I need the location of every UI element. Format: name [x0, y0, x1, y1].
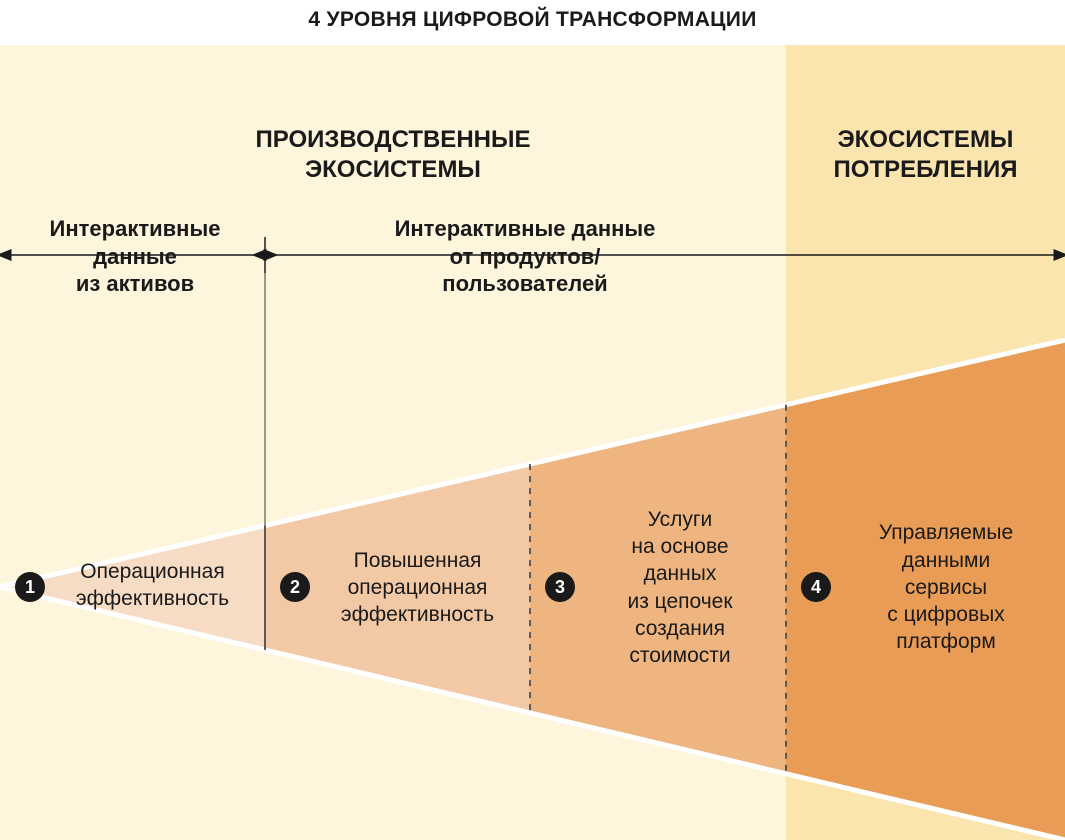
- band-consumption-header: ЭКОСИСТЕМЫПОТРЕБЛЕНИЯ: [786, 125, 1065, 185]
- level-badge-2: 2: [280, 572, 310, 602]
- level-badge-4: 4: [801, 572, 831, 602]
- diagram-root: 4 УРОВНЯ ЦИФРОВОЙ ТРАНСФОРМАЦИИ ПРОИЗВОД…: [0, 0, 1065, 840]
- arrow-label-products: Интерактивные данныеот продуктов/пользов…: [310, 215, 740, 298]
- chart-title: 4 УРОВНЯ ЦИФРОВОЙ ТРАНСФОРМАЦИИ: [0, 0, 1065, 32]
- arrow-label-assets: Интерактивныеданныеиз активов: [25, 215, 245, 298]
- level-badge-3: 3: [545, 572, 575, 602]
- band-production-header: ПРОИЗВОДСТВЕННЫЕЭКОСИСТЕМЫ: [0, 125, 786, 185]
- level-badge-1: 1: [15, 572, 45, 602]
- level-label-1: Операционнаяэффективность: [55, 555, 250, 615]
- band-production: ПРОИЗВОДСТВЕННЫЕЭКОСИСТЕМЫ: [0, 45, 786, 840]
- band-consumption: ЭКОСИСТЕМЫПОТРЕБЛЕНИЯ: [786, 45, 1065, 840]
- level-label-3: Услугина основеданныхиз цепочексозданияс…: [585, 495, 775, 680]
- level-label-4: Управляемыеданнымисервисыс цифровыхплатф…: [841, 510, 1051, 665]
- level-label-2: Повышеннаяоперационнаяэффективность: [320, 540, 515, 635]
